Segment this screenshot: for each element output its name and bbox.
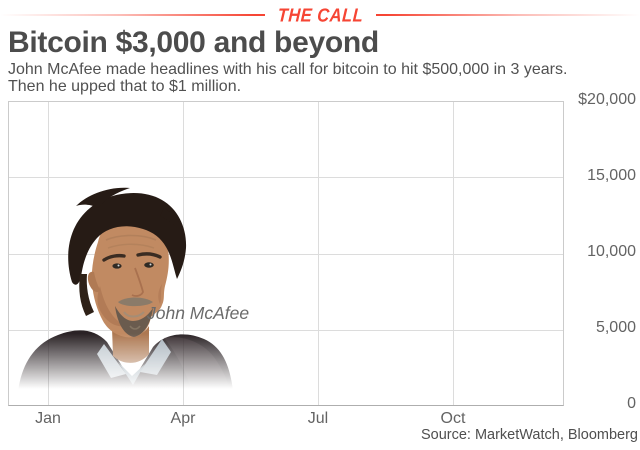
chart-title: Bitcoin $3,000 and beyond <box>8 26 379 59</box>
x-axis-label: Jan <box>35 410 61 427</box>
chart-deck: John McAfee made headlines with his call… <box>8 61 567 95</box>
y-axis-label: 5,000 <box>595 319 636 336</box>
gridline-vertical-jan <box>48 102 49 405</box>
the-call-logo: THE CALL <box>276 3 364 25</box>
y-axis-label: 15,000 <box>587 167 636 184</box>
gridline-horizontal-10000 <box>9 254 563 255</box>
gridline-horizontal-15000 <box>9 177 563 178</box>
x-axis-label: Oct <box>440 410 466 427</box>
y-axis-label: 0 <box>627 395 636 412</box>
x-axis-label: Jul <box>307 410 329 427</box>
gridline-vertical-jul <box>318 102 319 405</box>
gridline-vertical-oct <box>453 102 454 405</box>
x-axis-label: Apr <box>170 410 196 427</box>
the-call-header: THE CALL <box>0 3 640 25</box>
y-axis-label: 10,000 <box>587 243 636 260</box>
deck-line-1: John McAfee made headlines with his call… <box>8 61 568 78</box>
logo-rule-left <box>0 14 265 16</box>
john-mcafee-photo <box>18 187 233 391</box>
photo-caption: John McAfee <box>147 303 250 323</box>
logo-rule-right <box>375 14 640 16</box>
y-axis-label: $20,000 <box>578 91 636 108</box>
deck-line-2: Then he upped that to $1 million. <box>8 78 242 95</box>
source-credit: Source: MarketWatch, Bloomberg <box>420 427 638 443</box>
gridline-horizontal-5000 <box>9 330 563 331</box>
